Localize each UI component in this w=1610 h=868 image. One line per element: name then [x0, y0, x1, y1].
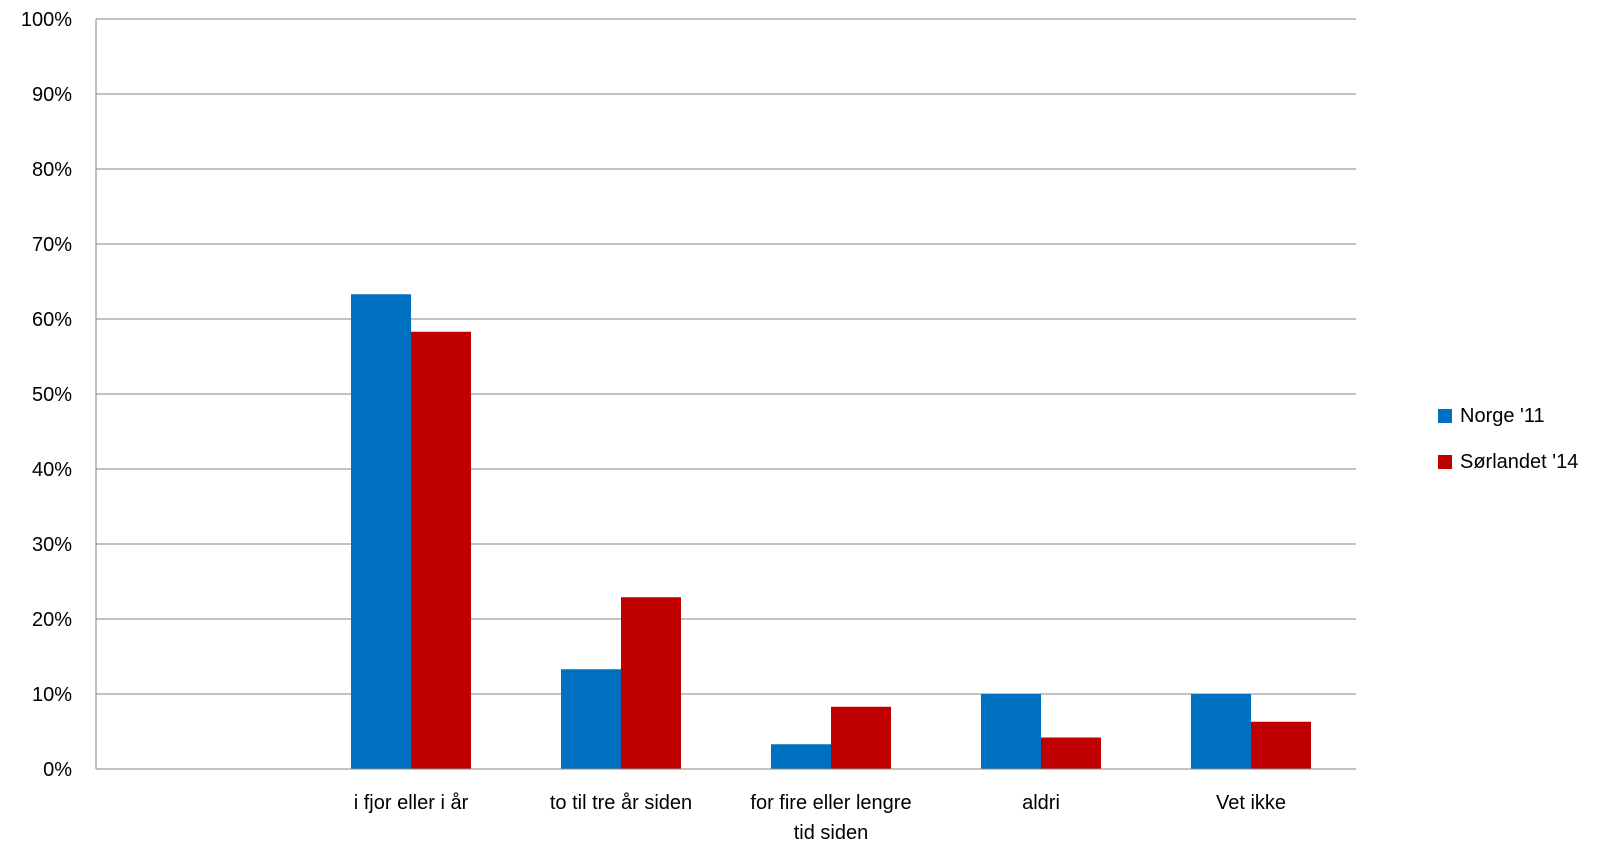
x-category-label: i fjor eller i år [354, 792, 469, 814]
bar-series-2 [1041, 737, 1101, 769]
axes [95, 19, 1356, 770]
bar-series-1 [1191, 694, 1251, 769]
y-tick-label: 50% [32, 384, 72, 406]
x-category-label: Vet ikke [1216, 792, 1286, 814]
bar-series-2 [831, 706, 891, 769]
bar-series-2 [1251, 721, 1311, 769]
y-tick-label: 20% [32, 609, 72, 631]
legend-item-series-2: Sørlandet '14 [1438, 448, 1608, 476]
bar-series-2 [411, 331, 471, 769]
legend-swatch-series-2 [1438, 455, 1452, 469]
y-tick-label: 10% [32, 684, 72, 706]
bar-series-1 [771, 744, 831, 769]
y-tick-label: 80% [32, 159, 72, 181]
bar-series-2 [621, 597, 681, 769]
y-tick-label: 90% [32, 84, 72, 106]
legend-label-series-2: Sørlandet '14 [1460, 451, 1579, 473]
y-tick-label: 30% [32, 534, 72, 556]
x-category-label: for fire eller lengre tid siden [750, 792, 911, 844]
y-tick-label: 70% [32, 234, 72, 256]
bar-series-1 [561, 669, 621, 769]
x-category-label: aldri [1022, 792, 1060, 814]
legend-swatch-series-1 [1438, 409, 1452, 423]
x-axis-category-labels: i fjor eller i år to til tre år siden for … [354, 792, 1286, 844]
bar-series-1 [351, 294, 411, 769]
y-tick-label: 60% [32, 309, 72, 331]
y-axis-tick-labels: 0% 10% 20% 30% 40% 50% 60% 70% 80% 90% 100% [21, 9, 72, 781]
y-tick-label: 100% [21, 9, 72, 31]
x-category-label: to til tre år siden [550, 792, 692, 814]
bar-series-1 [981, 694, 1041, 769]
gridlines [96, 18, 1356, 695]
legend: Norge '11 Sørlandet '14 [1438, 402, 1608, 494]
legend-label-series-1: Norge '11 [1460, 405, 1545, 427]
y-tick-label: 0% [43, 759, 72, 781]
legend-item-series-1: Norge '11 [1438, 402, 1608, 430]
bars [351, 294, 1311, 769]
y-tick-label: 40% [32, 459, 72, 481]
